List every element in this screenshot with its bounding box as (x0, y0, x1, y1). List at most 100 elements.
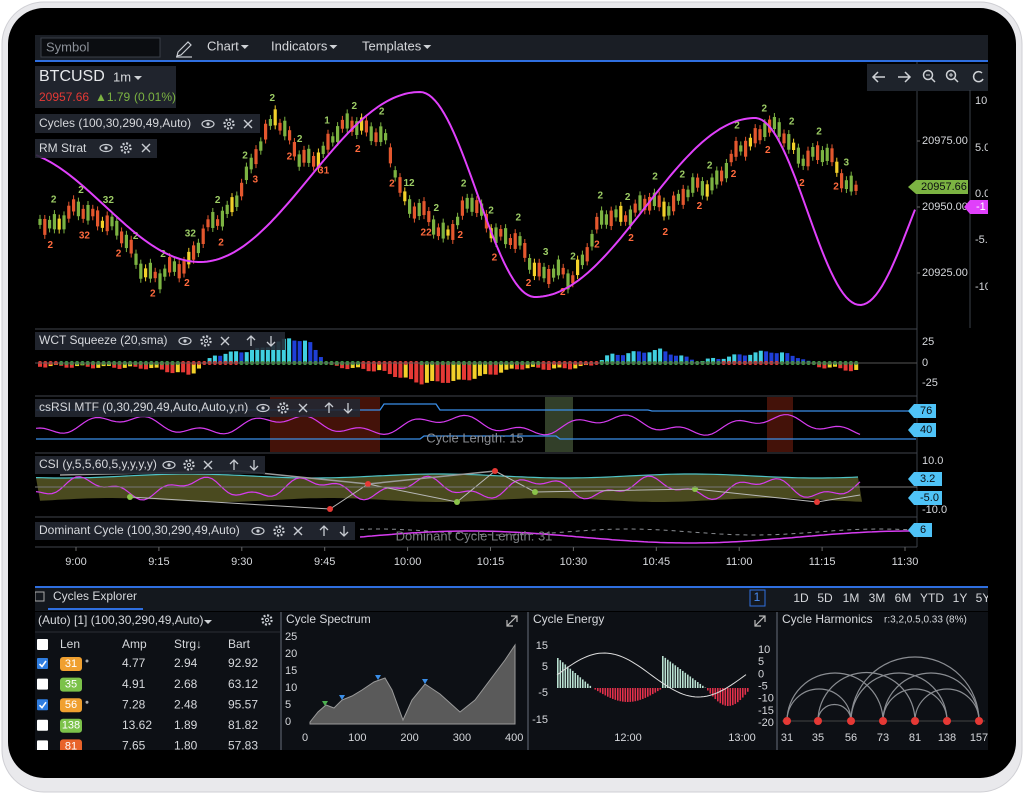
range-button[interactable]: 1D (793, 591, 809, 605)
candle-body (509, 238, 512, 245)
range-button[interactable]: YTD (920, 591, 944, 605)
x-tick-label: 100 (348, 732, 366, 744)
menu-button[interactable]: Chart (207, 38, 239, 53)
squeeze-bar (462, 363, 466, 380)
candle-body (782, 133, 785, 143)
candle-body (331, 136, 334, 142)
range-button[interactable]: 1M (843, 591, 860, 605)
bar-label: 2 (789, 116, 795, 127)
bar-label: 1 (324, 115, 330, 126)
candle-body (240, 183, 243, 197)
checkbox[interactable] (37, 639, 48, 650)
squeeze-bar (255, 348, 259, 363)
candle-body (475, 200, 478, 213)
bar-label: 32 (79, 231, 91, 242)
cycle-tag-text: -1 (976, 201, 986, 213)
energy-bar (562, 662, 564, 688)
candle-body (557, 260, 560, 276)
bar-label: 2 (731, 169, 737, 180)
pivot-high (492, 468, 498, 474)
energy-bar (622, 688, 624, 702)
eye-pupil (206, 122, 209, 125)
candle-body (398, 177, 401, 193)
candle-body (418, 203, 421, 216)
energy-bar (602, 688, 604, 694)
checkbox[interactable] (37, 658, 48, 669)
candle-body (101, 221, 104, 228)
interval[interactable]: 1m (113, 69, 131, 84)
range-button[interactable]: 1Y (953, 591, 968, 605)
energy-bar (597, 688, 599, 691)
y-tick-label: 20 (285, 648, 297, 660)
candle-body (250, 158, 253, 170)
harmonic-node (847, 717, 855, 725)
candle-body (470, 198, 473, 212)
energy-bar (735, 688, 737, 704)
checkbox[interactable] (37, 699, 48, 710)
candle-body (754, 128, 757, 143)
candle-body (730, 154, 733, 162)
x-tick-label: 13:00 (728, 732, 756, 744)
column-header: Len (60, 637, 80, 651)
pane-title: Cycle Harmonics (782, 612, 873, 626)
checkbox[interactable] (37, 679, 48, 690)
candle-body (816, 145, 819, 160)
ratio: r:3,2,0.5,0.33 (8%) (884, 615, 967, 626)
checkbox[interactable] (37, 720, 48, 731)
range-button[interactable]: 3M (869, 591, 886, 605)
energy-bar (732, 688, 734, 705)
range-button[interactable]: 6M (895, 591, 912, 605)
bar-label: 2 (457, 230, 463, 241)
price-tick: 20975.00 (922, 135, 968, 147)
candle-body (173, 261, 176, 272)
candle-body (226, 205, 229, 214)
checkbox[interactable] (37, 740, 48, 751)
bar-label: 2 (526, 278, 532, 289)
bar-label: 2 (652, 172, 658, 183)
cell: 63.12 (228, 677, 258, 691)
bar-label: 2 (628, 233, 634, 244)
candle-body (394, 170, 397, 177)
energy-bar (600, 688, 602, 693)
energy-bar (707, 688, 709, 691)
bar-label: 2 (594, 240, 600, 251)
bar-label: 31 (318, 166, 330, 177)
range-button[interactable]: 5D (817, 591, 833, 605)
energy-bar (557, 658, 559, 688)
squeeze-bar (409, 363, 413, 379)
energy-bar (625, 688, 627, 702)
energy-bar (670, 662, 672, 688)
menu-button[interactable]: Templates (362, 38, 422, 53)
pane-title: Cycle Energy (533, 612, 604, 626)
tab[interactable]: Cycles Explorer (53, 589, 137, 603)
candle-body (710, 177, 713, 190)
energy-bar (697, 682, 699, 688)
candle-body (614, 209, 617, 217)
energy-bar (710, 688, 712, 694)
menu-button[interactable]: Indicators (271, 38, 328, 53)
candle-body (43, 219, 46, 235)
energy-bar (667, 660, 669, 688)
candle-body (466, 198, 469, 209)
bar-label: 2 (47, 240, 53, 251)
candle-body (38, 219, 41, 225)
candle-body (845, 180, 848, 189)
candle-body (365, 120, 368, 132)
candle-body (322, 146, 325, 154)
time-tick-label: 9:15 (148, 556, 169, 568)
cell: 4.77 (122, 656, 146, 670)
squeeze-bar (393, 363, 397, 377)
price-change-pct: (0.01%) (134, 90, 176, 104)
candle-body (763, 123, 766, 137)
time-tick-label: 11:15 (809, 556, 836, 568)
panel-title: Dominant Cycle (100,30,290,49,Auto) (39, 523, 240, 537)
x-tick-label: 200 (400, 732, 418, 744)
cycle-setting[interactable]: (Auto) [1] (100,30,290,49,Auto) (38, 613, 203, 627)
bar-label: 2 (379, 106, 385, 117)
harmonic-node (975, 717, 983, 725)
energy-bar (645, 688, 647, 698)
cycle-tick: 10 (975, 95, 987, 107)
energy-bar (567, 667, 569, 688)
annotation: Dominant Cycle Length: 31 (396, 528, 553, 543)
